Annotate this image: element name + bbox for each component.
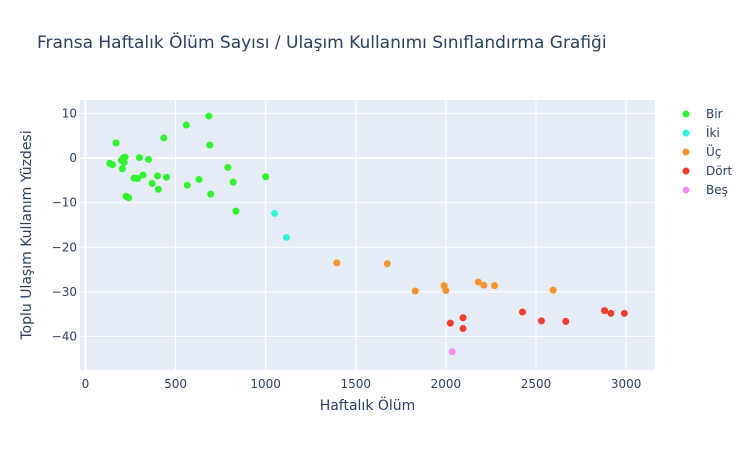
data-point-beş[interactable] bbox=[448, 348, 456, 356]
data-point-bir[interactable] bbox=[144, 155, 152, 163]
data-point-üç[interactable] bbox=[442, 287, 450, 295]
x-axis-title: Haftalık Ölüm bbox=[320, 396, 416, 414]
x-tick-label: 1000 bbox=[250, 377, 281, 391]
data-point-üç[interactable] bbox=[383, 260, 391, 268]
data-point-bir[interactable] bbox=[163, 173, 171, 181]
data-point-bir[interactable] bbox=[118, 165, 126, 173]
legend-label[interactable]: Bir bbox=[706, 107, 723, 121]
data-point-bir[interactable] bbox=[135, 154, 143, 162]
x-tick-label: 500 bbox=[164, 377, 187, 391]
x-tick-label: 2500 bbox=[521, 377, 552, 391]
data-point-üç[interactable] bbox=[480, 281, 488, 289]
data-point-dört[interactable] bbox=[537, 317, 545, 325]
y-tick-label: −40 bbox=[52, 330, 77, 344]
legend-marker[interactable] bbox=[682, 186, 690, 194]
plot-background bbox=[80, 100, 655, 370]
data-point-bir[interactable] bbox=[229, 178, 237, 186]
legend-label[interactable]: Beş bbox=[706, 183, 728, 197]
data-point-bir[interactable] bbox=[160, 134, 168, 142]
data-point-bir[interactable] bbox=[206, 141, 214, 149]
data-point-bir[interactable] bbox=[121, 153, 129, 161]
data-point-bir[interactable] bbox=[195, 175, 203, 183]
data-point-bir[interactable] bbox=[154, 172, 162, 180]
data-point-üç[interactable] bbox=[474, 278, 482, 286]
data-point-dört[interactable] bbox=[601, 307, 609, 315]
data-point-dört[interactable] bbox=[620, 309, 628, 317]
data-point-bir[interactable] bbox=[262, 173, 270, 181]
data-point-bir[interactable] bbox=[125, 194, 133, 202]
legend-label[interactable]: Üç bbox=[706, 143, 721, 159]
data-point-dört[interactable] bbox=[562, 317, 570, 325]
data-point-dört[interactable] bbox=[459, 314, 467, 322]
y-tick-label: −30 bbox=[52, 285, 77, 299]
data-point-bir[interactable] bbox=[120, 158, 128, 166]
legend-label[interactable]: Dört bbox=[706, 164, 733, 178]
data-point-bir[interactable] bbox=[134, 175, 142, 183]
data-point-dört[interactable] bbox=[459, 324, 467, 332]
data-point-bir[interactable] bbox=[182, 121, 190, 129]
x-tick-label: 3000 bbox=[611, 377, 642, 391]
data-point-üç[interactable] bbox=[333, 259, 341, 267]
x-tick-label: 2000 bbox=[431, 377, 462, 391]
x-tick-label: 0 bbox=[82, 377, 90, 391]
y-tick-label: 10 bbox=[62, 106, 77, 120]
data-point-bir[interactable] bbox=[205, 112, 213, 120]
data-point-dört[interactable] bbox=[446, 319, 454, 327]
data-point-i̇ki[interactable] bbox=[271, 209, 279, 217]
data-point-üç[interactable] bbox=[491, 282, 499, 290]
y-tick-label: −20 bbox=[52, 240, 77, 254]
data-point-bir[interactable] bbox=[108, 161, 116, 169]
data-point-üç[interactable] bbox=[411, 287, 419, 295]
data-point-i̇ki[interactable] bbox=[282, 233, 290, 241]
data-point-bir[interactable] bbox=[183, 181, 191, 189]
chart-title: Fransa Haftalık Ölüm Sayısı / Ulaşım Kul… bbox=[37, 33, 607, 53]
data-point-dört[interactable] bbox=[607, 309, 615, 317]
y-tick-label: 0 bbox=[69, 151, 77, 165]
data-point-bir[interactable] bbox=[148, 179, 156, 187]
data-point-üç[interactable] bbox=[549, 286, 557, 294]
legend-marker[interactable] bbox=[682, 148, 690, 156]
y-axis-title: Toplu Ulaşım Kullanım Yüzdesi bbox=[19, 130, 35, 340]
data-point-bir[interactable] bbox=[139, 171, 147, 179]
data-point-bir[interactable] bbox=[224, 163, 232, 171]
data-point-dört[interactable] bbox=[519, 308, 527, 316]
data-point-bir[interactable] bbox=[232, 207, 240, 215]
data-point-bir[interactable] bbox=[154, 185, 162, 193]
data-point-bir[interactable] bbox=[112, 139, 120, 147]
legend-marker[interactable] bbox=[682, 167, 690, 175]
legend-marker[interactable] bbox=[682, 129, 690, 137]
legend-label[interactable]: İki bbox=[706, 125, 720, 140]
y-tick-label: −10 bbox=[52, 196, 77, 210]
legend-marker[interactable] bbox=[682, 110, 690, 118]
data-point-bir[interactable] bbox=[207, 190, 215, 198]
x-tick-label: 1500 bbox=[341, 377, 372, 391]
